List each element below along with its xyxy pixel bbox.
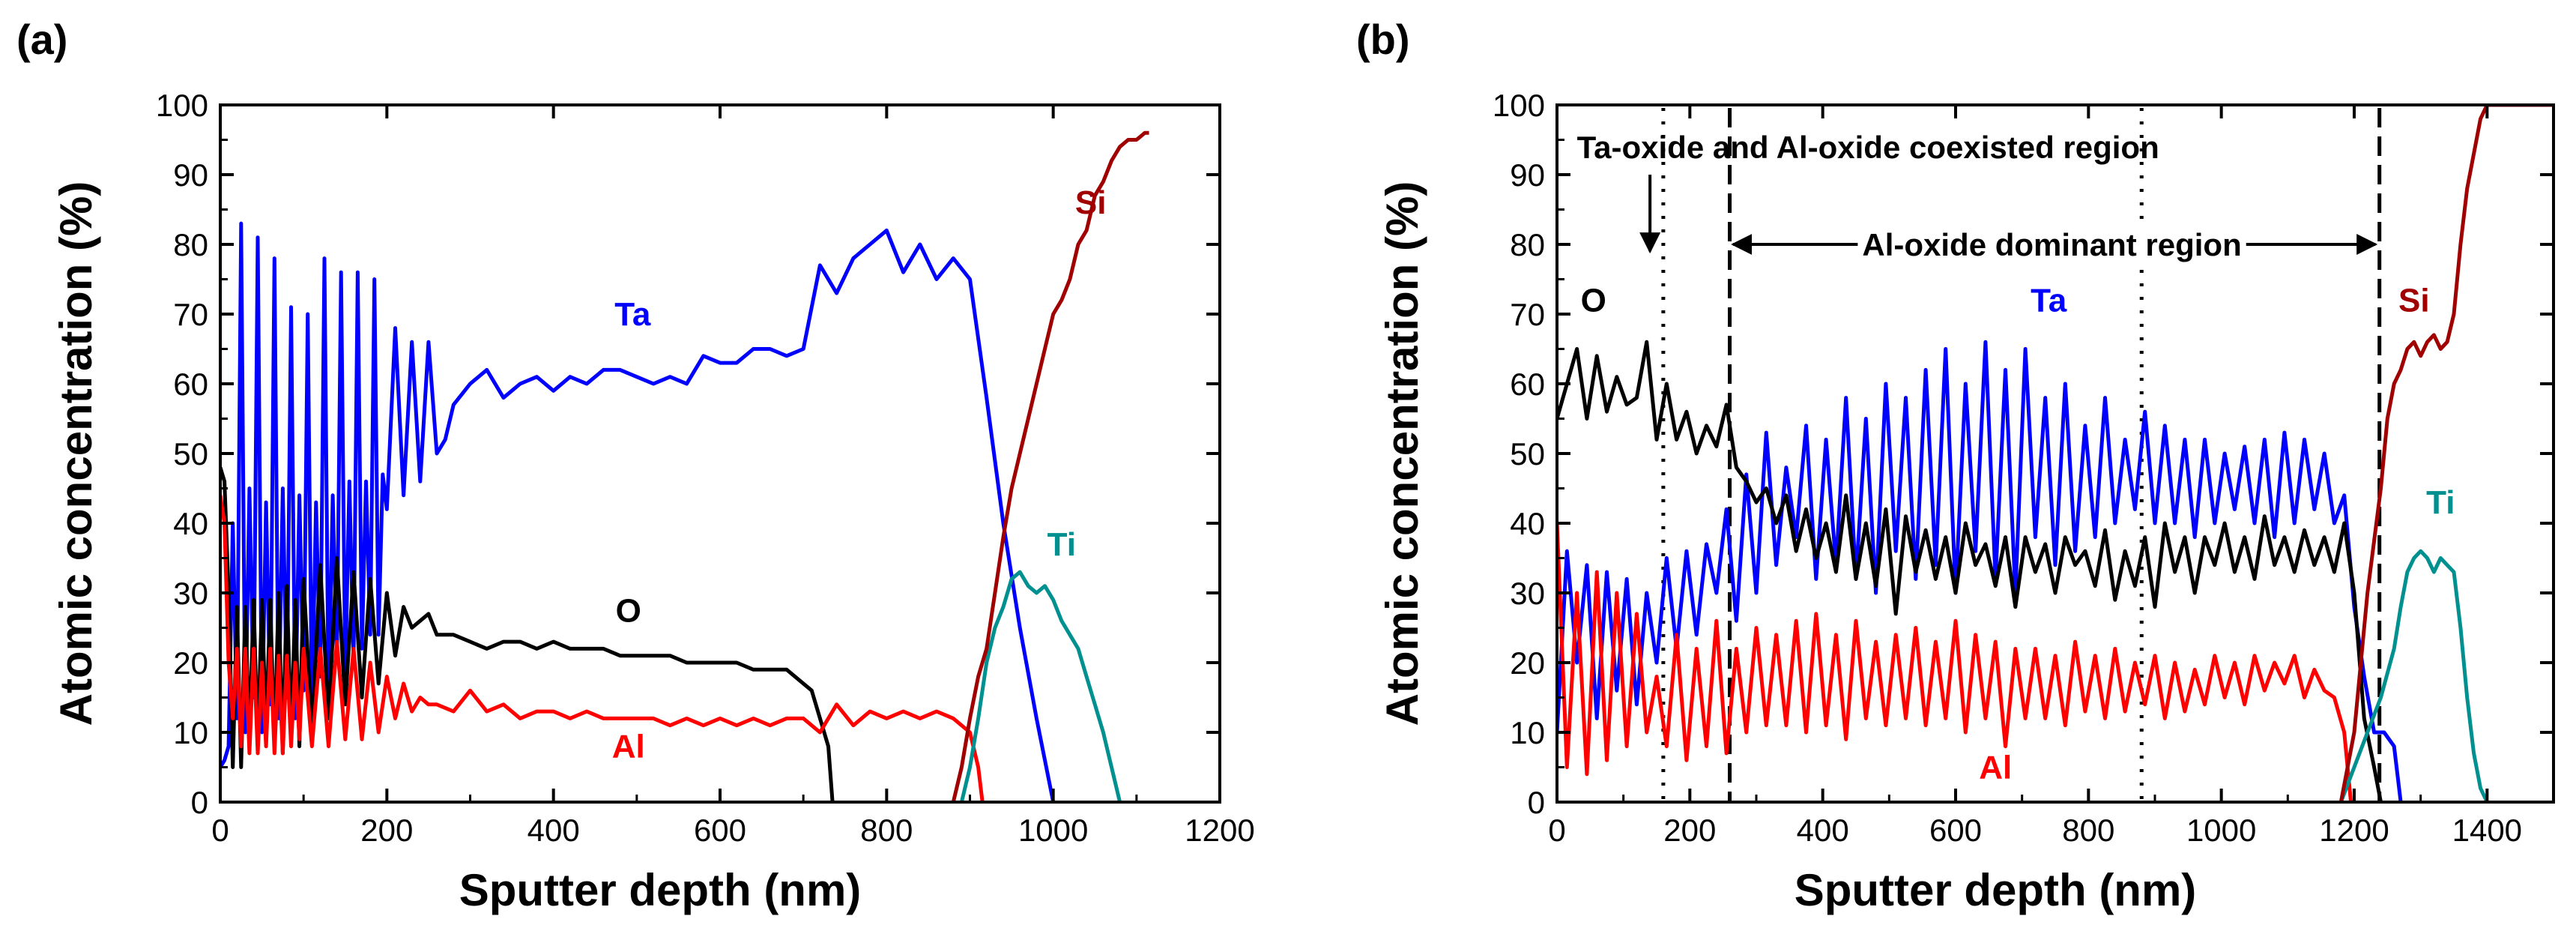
series-line-o [1557, 340, 2383, 802]
series-line-si [2338, 105, 2554, 802]
series-line-ta [1557, 340, 2403, 802]
x-tick-label: 600 [1929, 813, 1982, 848]
series-line-al [1557, 522, 2353, 802]
x-tick-label: 1000 [2186, 813, 2256, 848]
series-label-si: Si [2398, 282, 2430, 319]
y-tick-label: 50 [1510, 436, 1545, 471]
y-tick-label: 30 [173, 576, 208, 611]
region-annotation: Ta-oxide and Al-oxide coexisted region [1577, 130, 2159, 165]
series-label-ta: Ta [2031, 282, 2067, 319]
y-tick-label: 80 [1510, 227, 1545, 262]
series-line-o [220, 466, 835, 802]
y-tick-label: 60 [173, 367, 208, 402]
plot-frame [219, 103, 1221, 804]
series-label-ti: Ti [2426, 484, 2455, 521]
series-label-o: O [616, 592, 641, 629]
y-tick-label: 90 [173, 157, 208, 193]
x-tick-label: 400 [527, 813, 580, 848]
x-tick-label: 0 [211, 813, 229, 848]
y-tick-label: 0 [191, 785, 208, 820]
y-tick-label: 0 [1528, 785, 1545, 820]
series-line-si [951, 130, 1149, 802]
x-tick-label: 0 [1548, 813, 1565, 848]
x-tick-label: 400 [1797, 813, 1849, 848]
series-label-al: Al [1979, 750, 2012, 786]
y-tick-label: 40 [1510, 506, 1545, 541]
series-lines [220, 130, 1149, 802]
y-tick-label: 60 [1510, 367, 1545, 402]
x-axis-label: Sputter depth (nm) [1795, 865, 2197, 915]
annotation-backing [1857, 227, 2246, 262]
y-tick-label: 70 [173, 297, 208, 332]
plot-frame [1555, 103, 2555, 804]
panel-label: (a) [16, 16, 67, 63]
y-axis-label: Atomic concentration (%) [1377, 181, 1427, 726]
y-tick-label: 90 [1510, 157, 1545, 193]
x-tick-label: 200 [1663, 813, 1716, 848]
series-label-ta: Ta [614, 296, 651, 333]
series-label-o: O [1581, 282, 1606, 319]
x-axis-label: Sputter depth (nm) [459, 865, 862, 915]
x-tick-label: 800 [860, 813, 913, 848]
y-tick-label: 20 [1510, 645, 1545, 681]
x-tick-label: 600 [694, 813, 746, 848]
series-line-ti [2338, 549, 2489, 802]
y-tick-label: 50 [173, 436, 208, 471]
x-tick-label: 1200 [1185, 813, 1254, 848]
x-tick-label: 1000 [1018, 813, 1088, 848]
y-tick-label: 20 [173, 645, 208, 681]
y-tick-label: 100 [156, 88, 208, 123]
series-label-ti: Ti [1047, 526, 1076, 563]
y-tick-label: 80 [173, 227, 208, 262]
y-tick-label: 10 [1510, 715, 1545, 750]
y-axis-label: Atomic concentration (%) [51, 181, 101, 726]
series-label-al: Al [612, 729, 645, 765]
region-annotation: Al-oxide dominant region [1862, 227, 2241, 262]
y-tick-label: 10 [173, 715, 208, 750]
panel-label: (b) [1356, 16, 1410, 63]
series-line-ti [959, 570, 1122, 802]
y-tick-label: 100 [1493, 88, 1545, 123]
y-tick-label: 70 [1510, 297, 1545, 332]
y-tick-label: 40 [173, 506, 208, 541]
x-tick-label: 1200 [2319, 813, 2389, 848]
x-tick-label: 800 [2062, 813, 2114, 848]
series-line-ta [220, 221, 1056, 802]
series-lines [1557, 105, 2554, 802]
series-line-al [220, 495, 985, 802]
series-label-si: Si [1075, 184, 1107, 221]
x-tick-label: 200 [360, 813, 413, 848]
x-tick-label: 1400 [2452, 813, 2522, 848]
y-tick-label: 30 [1510, 576, 1545, 611]
